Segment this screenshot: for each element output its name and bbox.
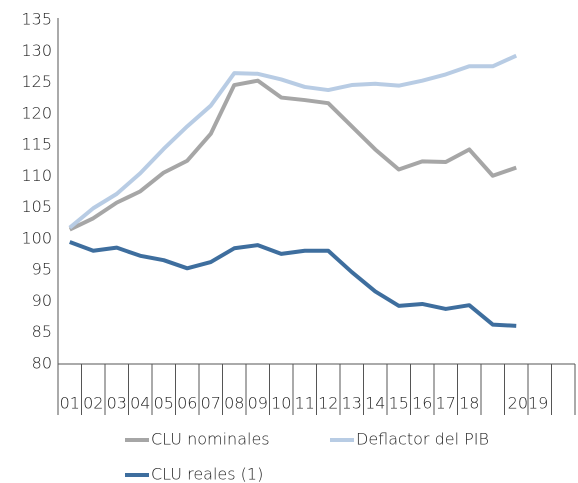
legend-label: Deflactor del PIB: [356, 430, 489, 449]
y-tick-label: 85: [32, 322, 52, 341]
line-series: [69, 240, 517, 328]
x-tick-label: 09: [248, 394, 268, 413]
y-tick-label: 120: [21, 103, 52, 122]
y-tick-label: 100: [21, 228, 52, 247]
x-tick-label: 16: [412, 394, 432, 413]
line-series: [68, 53, 518, 230]
x-tick-label: 18: [459, 394, 479, 413]
x-tick-label: 14: [365, 394, 385, 413]
x-tick-label: 01: [60, 394, 80, 413]
y-tick-label: 130: [21, 41, 52, 60]
x-tick-label: 04: [130, 394, 150, 413]
x-tick-label: 05: [154, 394, 174, 413]
y-tick-label: 125: [21, 72, 52, 91]
line-series: [68, 78, 517, 232]
x-tick-label: 17: [436, 394, 456, 413]
x-tick-label: 02: [83, 394, 103, 413]
y-tick-label: 115: [21, 135, 52, 154]
y-tick-label: 95: [32, 260, 52, 279]
x-tick-label: 10: [271, 394, 291, 413]
y-tick-label: 135: [21, 10, 52, 29]
x-tick-label: 03: [107, 394, 127, 413]
x-tick-label: 08: [224, 394, 244, 413]
x-tick-label: 15: [389, 394, 409, 413]
x-tick-label: 13: [342, 394, 362, 413]
y-tick-label: 80: [32, 354, 52, 373]
x-tick-label: 11: [295, 394, 315, 413]
y-tick-label: 110: [21, 166, 52, 185]
y-tick-label: 105: [21, 197, 52, 216]
x-tick-label: 07: [201, 394, 221, 413]
y-tick-label: 90: [32, 291, 52, 310]
legend-label: CLU nominales: [151, 430, 270, 449]
x-tick-label: 06: [177, 394, 197, 413]
x-tick-label: 12: [318, 394, 338, 413]
legend-label: CLU reales (1): [151, 465, 263, 483]
